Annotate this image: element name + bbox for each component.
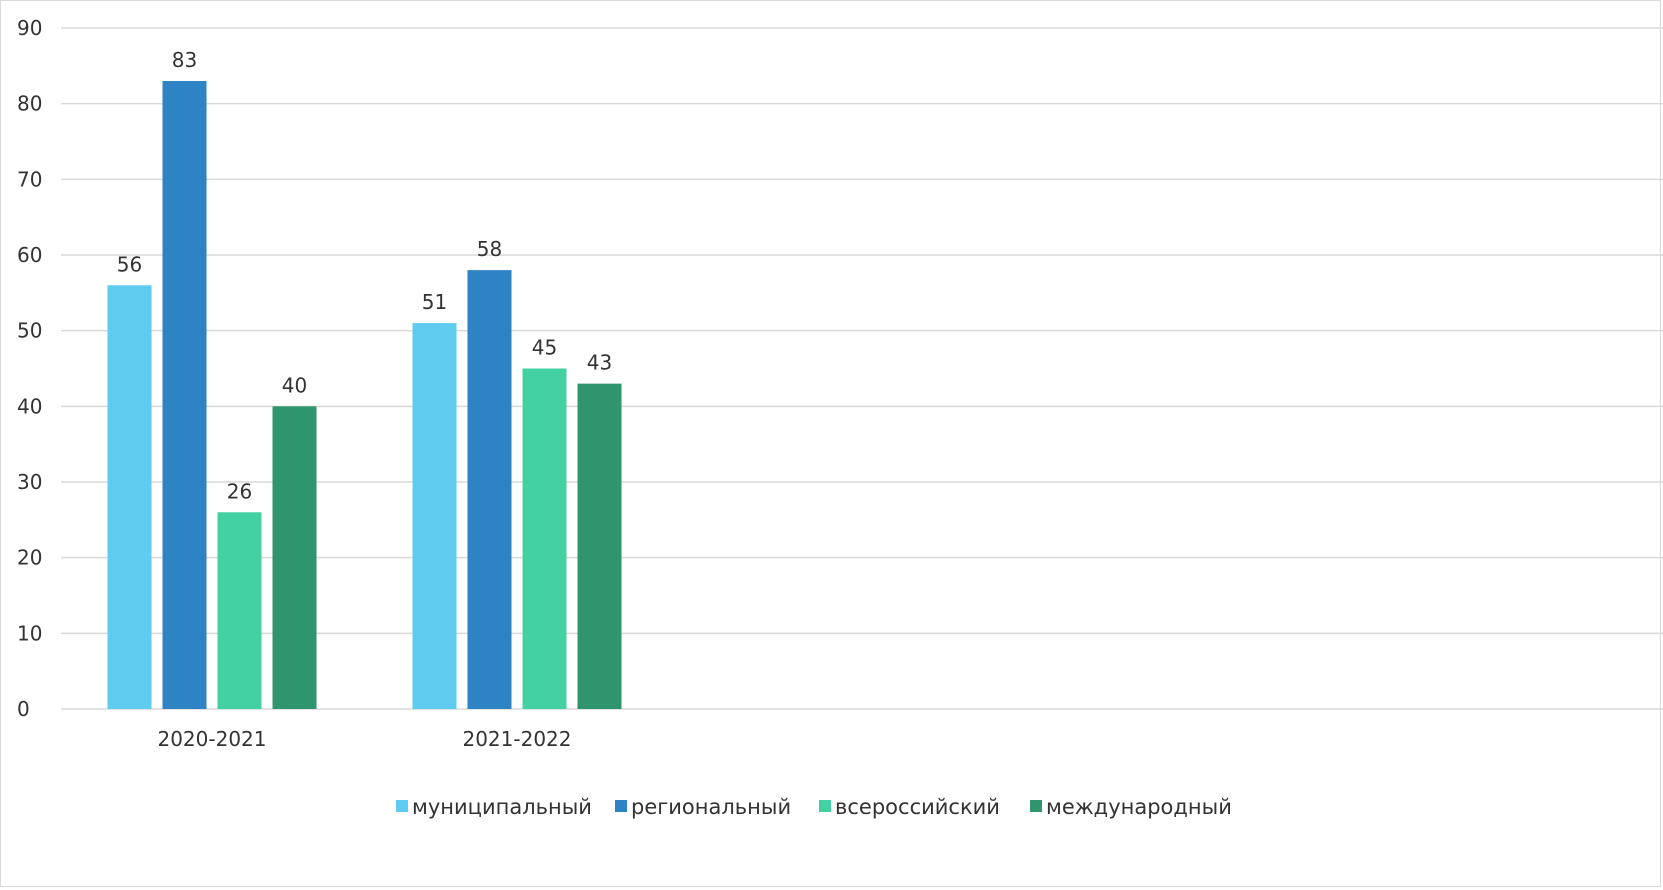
y-tick-label: 50	[17, 319, 42, 343]
data-label: 56	[117, 252, 142, 276]
data-label: 26	[227, 479, 252, 503]
bar-всероссийский	[217, 512, 262, 709]
x-axis-categories: 2020-2021 2021-2022	[157, 727, 571, 751]
y-tick-label: 90	[17, 16, 42, 40]
y-tick-label: 0	[17, 697, 30, 721]
legend-swatch	[819, 800, 831, 812]
bar-всероссийский	[522, 368, 567, 709]
legend-swatch	[396, 800, 408, 812]
bar-международный	[577, 383, 622, 709]
bar-международный	[272, 406, 317, 709]
y-tick-label: 60	[17, 243, 42, 267]
data-label: 83	[172, 48, 197, 72]
bar-региональный	[467, 270, 512, 709]
legend-label: муниципальный	[412, 795, 592, 819]
bars	[107, 80, 622, 709]
data-label: 45	[532, 336, 557, 360]
y-tick-label: 70	[17, 167, 42, 191]
gridlines	[61, 27, 1663, 710]
y-tick-label: 20	[17, 546, 42, 570]
y-axis-ticks: 0 10 20 30 40 50 60 70 80 90	[17, 16, 42, 721]
legend-label: всероссийский	[835, 795, 1000, 819]
data-label: 40	[282, 373, 307, 397]
data-label: 58	[477, 237, 502, 261]
legend-swatch	[615, 800, 627, 812]
x-category-label: 2021-2022	[462, 727, 571, 751]
bar-муниципальный	[412, 323, 457, 709]
legend-swatch	[1030, 800, 1042, 812]
bar-региональный	[162, 80, 207, 709]
data-label: 51	[422, 290, 447, 314]
legend-label: региональный	[631, 795, 791, 819]
y-tick-label: 80	[17, 92, 42, 116]
legend-label: международный	[1046, 795, 1232, 819]
y-tick-label: 40	[17, 394, 42, 418]
bar-муниципальный	[107, 285, 152, 709]
y-tick-label: 30	[17, 470, 42, 494]
legend: муниципальный региональный всероссийский ме…	[396, 795, 1232, 819]
data-labels: 56 83 26 40 51 58 45 43	[117, 48, 612, 503]
y-tick-label: 10	[17, 621, 42, 645]
data-label: 43	[587, 351, 612, 375]
x-category-label: 2020-2021	[157, 727, 266, 751]
